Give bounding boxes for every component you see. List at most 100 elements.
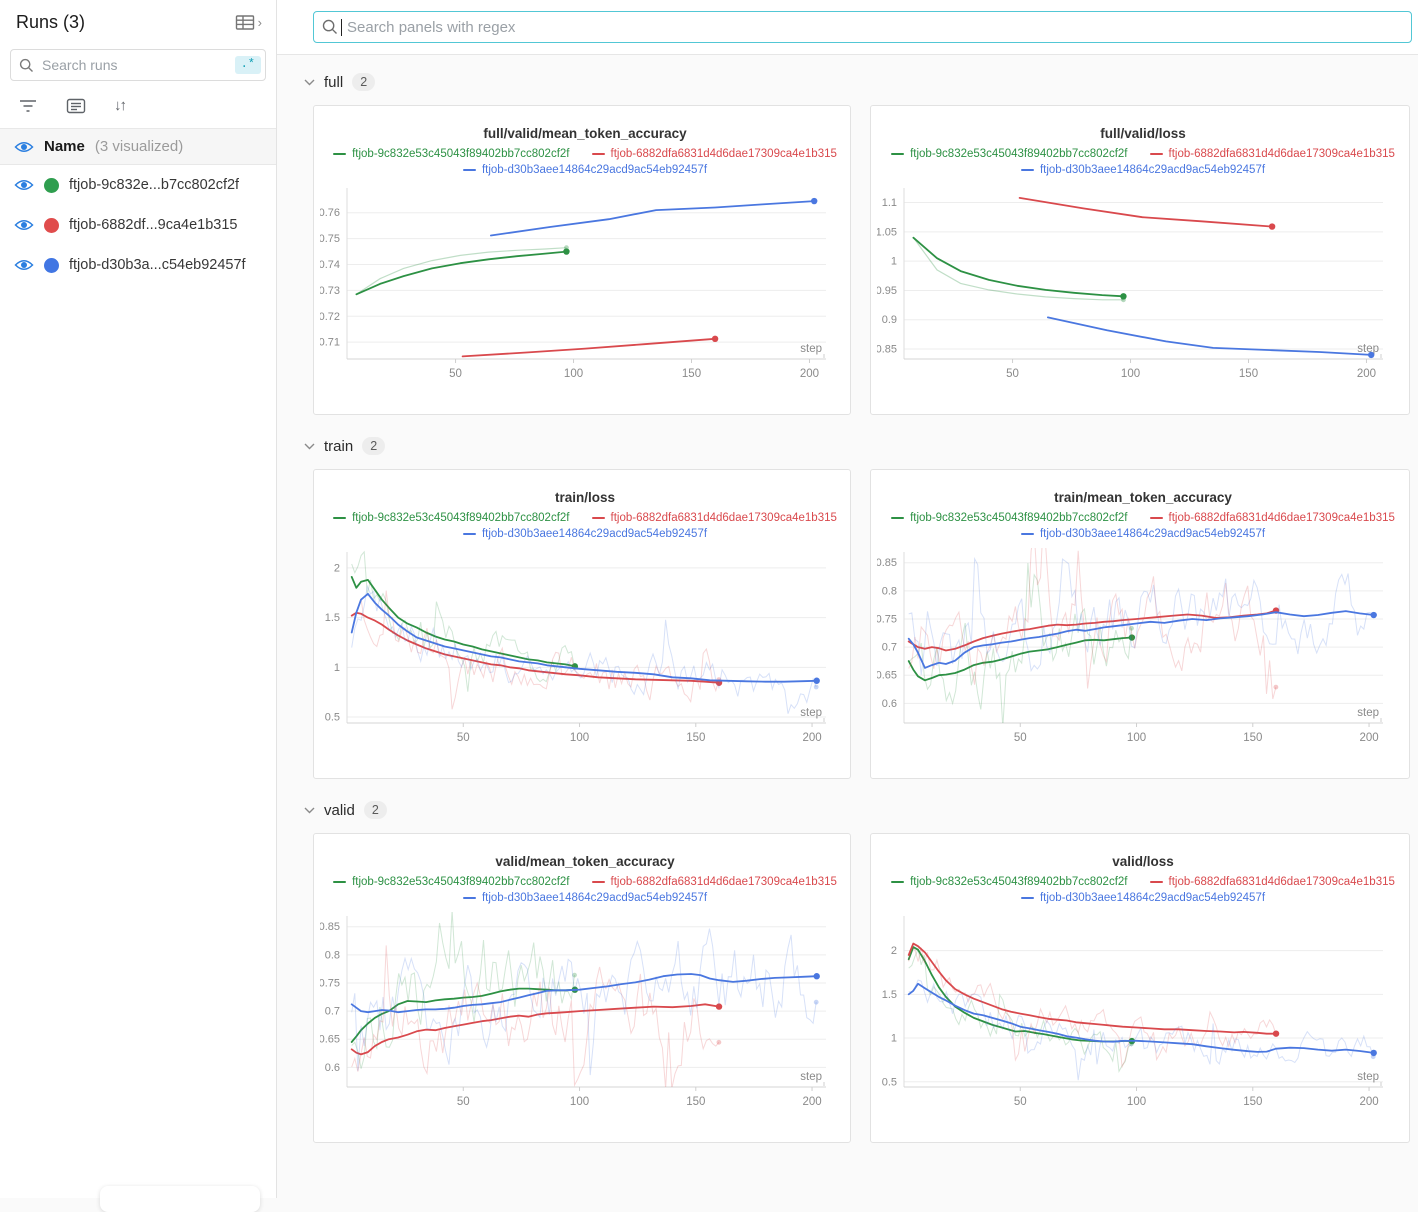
panels-content: full 2 full/valid/mean_token_accuracy ftjob… bbox=[277, 73, 1418, 1143]
legend-entry: ftjob-6882dfa6831d4d6dae17309ca4e1b315 bbox=[1149, 146, 1395, 162]
legend-entry: ftjob-6882dfa6831d4d6dae17309ca4e1b315 bbox=[591, 146, 837, 162]
legend-run-name: ftjob-9c832e53c45043f89402bb7cc802cf2f bbox=[910, 148, 1128, 160]
legend-entry: ftjob-6882dfa6831d4d6dae17309ca4e1b315 bbox=[1149, 510, 1395, 526]
svg-text:0.75: 0.75 bbox=[877, 613, 897, 625]
runs-count-title: Runs (3) bbox=[16, 12, 86, 32]
svg-text:0.75: 0.75 bbox=[320, 977, 340, 989]
regex-toggle-button[interactable]: .* bbox=[234, 56, 261, 74]
svg-text:150: 150 bbox=[1239, 368, 1258, 380]
chart-legend: ftjob-d30b3aee14864c29acd9ac54eb92457f bbox=[877, 890, 1409, 906]
chart-title: train/loss bbox=[554, 490, 616, 505]
chart-panel[interactable]: full/valid/loss ftjob-9c832e53c45043f8940… bbox=[870, 105, 1410, 415]
svg-text:0.72: 0.72 bbox=[320, 311, 340, 323]
section-header-train[interactable]: train 2 bbox=[304, 437, 1418, 455]
legend-entry: ftjob-d30b3aee14864c29acd9ac54eb92457f bbox=[1020, 890, 1265, 906]
legend-run-name: ftjob-d30b3aee14864c29acd9ac54eb92457f bbox=[1039, 528, 1266, 540]
legend-run-name: ftjob-6882dfa6831d4d6dae17309ca4e1b315 bbox=[1168, 876, 1395, 888]
chart-plot: 0.71 0.72 0.73 0.74 0.75 0.76 50 100 150 200 step bbox=[320, 188, 826, 380]
svg-text:150: 150 bbox=[1243, 1096, 1262, 1108]
svg-text:50: 50 bbox=[1014, 732, 1027, 744]
chart-plot: 0.5 1 1.5 2 50 100 150 200 step bbox=[325, 550, 826, 744]
group-icon[interactable] bbox=[66, 98, 86, 114]
chart-plot-wrap: 0.5 1 1.5 2 50 100 150 200 step bbox=[877, 912, 1409, 1120]
workspace-topbar bbox=[277, 0, 1418, 55]
run-row[interactable]: ftjob-6882df...9ca4e1b315 bbox=[0, 205, 276, 245]
expand-run-table-button[interactable]: › bbox=[235, 14, 262, 31]
chart-panel[interactable]: valid/mean_token_accuracy ftjob-9c832e53c… bbox=[313, 833, 851, 1143]
sort-icon[interactable]: ↓↑ bbox=[114, 97, 127, 114]
section-panel-count: 2 bbox=[363, 801, 387, 819]
svg-text:0.65: 0.65 bbox=[320, 1034, 340, 1046]
svg-text:1.5: 1.5 bbox=[882, 989, 897, 1001]
eye-icon[interactable] bbox=[14, 258, 34, 272]
run-row[interactable]: ftjob-9c832e...b7cc802cf2f bbox=[0, 165, 276, 205]
svg-text:0.73: 0.73 bbox=[320, 285, 340, 297]
chevron-down-icon bbox=[304, 443, 315, 450]
svg-text:200: 200 bbox=[1359, 732, 1378, 744]
section-label: train bbox=[324, 437, 354, 455]
run-name-label: ftjob-9c832e...b7cc802cf2f bbox=[69, 177, 240, 193]
svg-text:100: 100 bbox=[1121, 368, 1140, 380]
svg-text:100: 100 bbox=[570, 1096, 589, 1108]
legend-swatch bbox=[333, 152, 347, 156]
svg-text:0.95: 0.95 bbox=[877, 285, 897, 297]
legend-run-name: ftjob-d30b3aee14864c29acd9ac54eb92457f bbox=[481, 164, 708, 176]
legend-run-name: ftjob-9c832e53c45043f89402bb7cc802cf2f bbox=[352, 148, 570, 160]
svg-text:0.5: 0.5 bbox=[882, 1076, 897, 1088]
chart-plot: 0.5 1 1.5 2 50 100 150 200 step bbox=[882, 916, 1383, 1108]
text-cursor bbox=[341, 19, 342, 36]
chart-panel[interactable]: train/mean_token_accuracy ftjob-9c832e53c… bbox=[870, 469, 1410, 779]
svg-text:1.05: 1.05 bbox=[877, 226, 897, 238]
chart-title: valid/loss bbox=[1112, 854, 1174, 869]
eye-icon[interactable] bbox=[14, 218, 34, 232]
svg-text:50: 50 bbox=[1006, 368, 1019, 380]
chart-panel[interactable]: train/loss ftjob-9c832e53c45043f89402bb7c… bbox=[313, 469, 851, 779]
section-header-full[interactable]: full 2 bbox=[304, 73, 1418, 91]
chevron-down-icon bbox=[304, 807, 315, 814]
legend-swatch bbox=[333, 880, 347, 884]
chart-panel[interactable]: full/valid/mean_token_accuracy ftjob-9c83… bbox=[313, 105, 851, 415]
sections-container: full 2 full/valid/mean_token_accuracy ftjob… bbox=[304, 73, 1418, 1143]
chart-plot: 0.85 0.9 0.95 1 1.05 1.1 50 100 150 200 step bbox=[877, 188, 1383, 380]
legend-run-name: ftjob-9c832e53c45043f89402bb7cc802cf2f bbox=[910, 512, 1128, 524]
legend-run-name: ftjob-d30b3aee14864c29acd9ac54eb92457f bbox=[481, 528, 708, 540]
svg-text:150: 150 bbox=[686, 1096, 705, 1108]
svg-text:100: 100 bbox=[1127, 1096, 1146, 1108]
legend-swatch bbox=[1149, 152, 1163, 156]
svg-text:2: 2 bbox=[334, 562, 340, 574]
chart-legend: ftjob-d30b3aee14864c29acd9ac54eb92457f bbox=[320, 526, 850, 542]
section-header-valid[interactable]: valid 2 bbox=[304, 801, 1418, 819]
svg-text:1: 1 bbox=[891, 1033, 897, 1045]
legend-swatch bbox=[891, 880, 905, 884]
legend-run-name: ftjob-d30b3aee14864c29acd9ac54eb92457f bbox=[481, 892, 708, 904]
chart-legend: ftjob-9c832e53c45043f89402bb7cc802cf2f ft… bbox=[877, 510, 1409, 526]
section-label: full bbox=[324, 73, 344, 91]
legend-swatch bbox=[462, 532, 476, 536]
svg-text:200: 200 bbox=[802, 732, 821, 744]
search-panels-input[interactable] bbox=[345, 17, 1403, 37]
eye-icon[interactable] bbox=[14, 178, 34, 192]
svg-text:200: 200 bbox=[1357, 368, 1376, 380]
legend-swatch bbox=[891, 152, 905, 156]
eye-icon[interactable] bbox=[14, 140, 34, 154]
run-row[interactable]: ftjob-d30b3a...c54eb92457f bbox=[0, 245, 276, 285]
svg-text:step: step bbox=[800, 343, 822, 355]
svg-text:1.5: 1.5 bbox=[325, 612, 340, 624]
legend-swatch bbox=[462, 896, 476, 900]
panel-search-box bbox=[313, 11, 1412, 43]
filter-icon[interactable] bbox=[18, 98, 38, 114]
chart-plot-wrap: 0.85 0.9 0.95 1 1.05 1.1 50 100 150 200 step bbox=[877, 184, 1409, 392]
legend-swatch bbox=[591, 152, 605, 156]
legend-entry: ftjob-9c832e53c45043f89402bb7cc802cf2f bbox=[891, 874, 1128, 890]
chart-panel[interactable]: valid/loss ftjob-9c832e53c45043f89402bb7c… bbox=[870, 833, 1410, 1143]
svg-text:step: step bbox=[1357, 343, 1379, 355]
legend-entry: ftjob-9c832e53c45043f89402bb7cc802cf2f bbox=[333, 874, 570, 890]
runs-toolbar: ↓↑ bbox=[0, 81, 276, 128]
search-runs-input[interactable] bbox=[40, 56, 235, 74]
run-color-dot bbox=[44, 217, 59, 233]
section-panel-count: 2 bbox=[362, 437, 386, 455]
legend-run-name: ftjob-9c832e53c45043f89402bb7cc802cf2f bbox=[352, 876, 570, 888]
runs-sidebar: Runs (3) › .* bbox=[0, 0, 277, 1212]
sidebar-header: Runs (3) › bbox=[0, 0, 276, 43]
legend-entry: ftjob-d30b3aee14864c29acd9ac54eb92457f bbox=[1020, 162, 1265, 178]
